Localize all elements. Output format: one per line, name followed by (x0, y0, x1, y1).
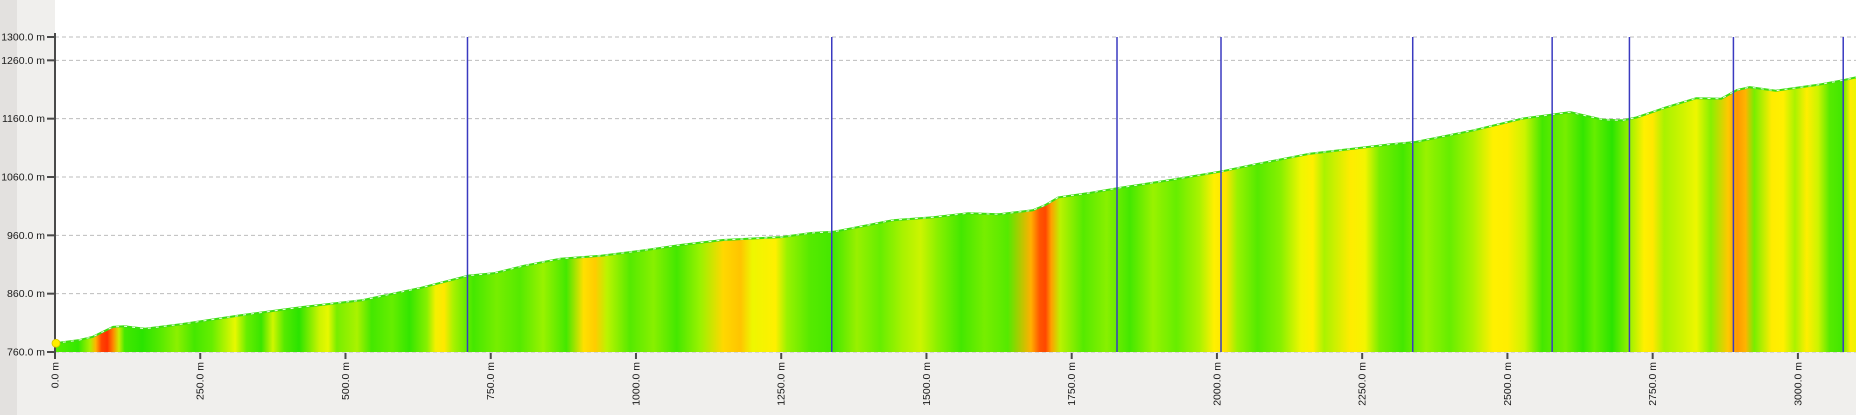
start-marker-dot (51, 338, 61, 348)
x-axis-tick-label: 250.0 m (195, 362, 207, 400)
x-axis-tick-label: 750.0 m (485, 362, 497, 400)
x-axis-tick-label: 2250.0 m (1357, 362, 1369, 406)
y-axis-tick-label: 960.0 m (7, 230, 45, 242)
x-axis-tick-label: 1750.0 m (1066, 362, 1078, 406)
y-axis-tick-label: 1260.0 m (1, 55, 45, 67)
profile-point-markers (54, 76, 1856, 344)
x-axis-tick-label: 3000.0 m (1792, 362, 1804, 406)
y-axis-tick-label: 1300.0 m (1, 32, 45, 44)
x-axis-tick-label: 1000.0 m (630, 362, 642, 406)
x-axis-tick-label: 1250.0 m (776, 362, 788, 406)
x-axis-tick-label: 1500.0 m (921, 362, 933, 406)
y-axis-tick-label: 1160.0 m (2, 113, 45, 125)
x-axis-tick-label: 0.0 m (50, 362, 62, 389)
x-axis-tick-label: 2750.0 m (1647, 362, 1659, 406)
y-axis-tick-label: 760.0 m (7, 347, 45, 359)
y-axis-tick-label: 1060.0 m (1, 172, 45, 184)
x-axis-tick-label: 500.0 m (340, 362, 352, 400)
left-edge-strip (0, 0, 17, 415)
y-axis-tick-label: 860.0 m (7, 288, 45, 300)
bottom-axis-panel (0, 352, 1856, 415)
x-axis-tick-label: 2000.0 m (1211, 362, 1223, 406)
x-axis-tick-label: 2500.0 m (1502, 362, 1514, 406)
